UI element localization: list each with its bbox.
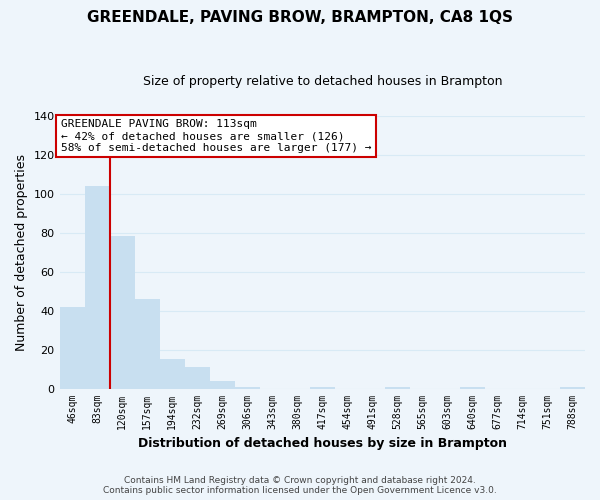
Bar [59,306,85,388]
Bar [209,381,235,388]
Bar [385,386,410,388]
Bar [185,367,209,388]
Text: GREENDALE PAVING BROW: 113sqm
← 42% of detached houses are smaller (126)
58% of : GREENDALE PAVING BROW: 113sqm ← 42% of d… [61,120,371,152]
Bar [134,299,160,388]
Bar [110,236,134,388]
Bar [85,186,110,388]
Text: GREENDALE, PAVING BROW, BRAMPTON, CA8 1QS: GREENDALE, PAVING BROW, BRAMPTON, CA8 1Q… [87,10,513,25]
Bar [160,360,185,388]
Text: Contains HM Land Registry data © Crown copyright and database right 2024.
Contai: Contains HM Land Registry data © Crown c… [103,476,497,495]
Bar [460,386,485,388]
Title: Size of property relative to detached houses in Brampton: Size of property relative to detached ho… [143,75,502,88]
Bar [310,386,335,388]
Y-axis label: Number of detached properties: Number of detached properties [15,154,28,350]
Bar [560,386,585,388]
Bar [235,386,260,388]
X-axis label: Distribution of detached houses by size in Brampton: Distribution of detached houses by size … [138,437,507,450]
